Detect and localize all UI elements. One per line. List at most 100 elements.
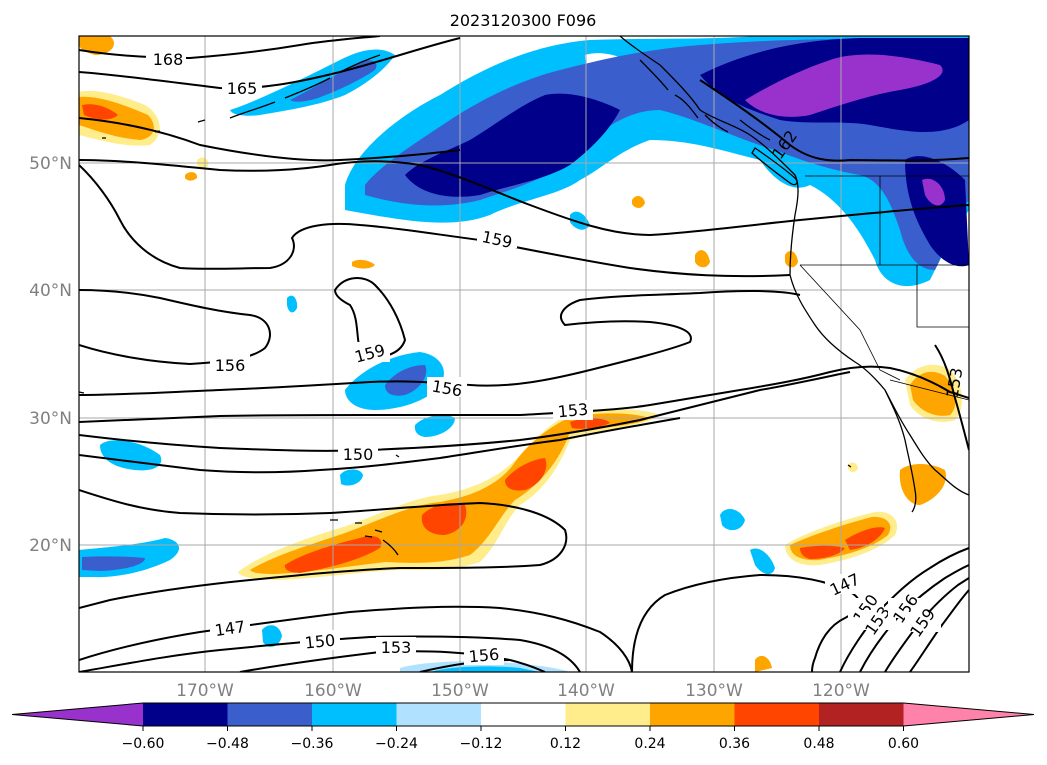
lat-label-30n: 30°N [29,409,72,429]
alaska-panhandle [639,59,771,141]
colorbar-tick-label: 0.60 [888,736,919,752]
lat-label-20n: 20°N [29,536,72,556]
contour-150 [79,371,851,452]
contour-label-156-c: 156 [468,645,500,667]
small-orange-dot-6 [755,655,772,672]
contour-150-south [79,417,681,474]
contour-153-bottom [239,650,546,672]
small-orange-dot-5 [352,259,375,269]
contour-153 [79,365,969,423]
figure-title: 2023120300 F096 [450,11,597,30]
small-blue-blob-6 [262,625,282,647]
small-blue-blob-1 [414,414,455,437]
state-border-4 [799,264,901,381]
colorbar-segment [650,703,735,726]
contour-159-east [909,589,969,672]
political-borders [799,175,969,401]
small-orange-dot-3 [785,251,798,268]
top-left-orange-blob [79,36,115,55]
graticule [79,36,969,672]
colorbar-segment [819,703,904,726]
contour-153-baja [934,344,969,451]
colorbar-segment [227,703,313,726]
map-plot-area: 168 165 159 159 156 156 153 150 147 150 … [79,36,969,672]
small-blue-blob-4 [720,508,745,531]
main-plume-red-3 [505,458,547,491]
lat-label-40n: 40°N [29,281,72,301]
small-orange-dot-1 [632,196,645,208]
longitude-labels: 170°W 160°W 150°W 140°W 130°W 120°W [176,681,870,701]
main-plume-red-2 [421,503,467,535]
lat-label-50n: 50°N [29,154,72,174]
main-plume-red-4 [570,418,610,429]
lon-label-170w: 170°W [176,681,234,701]
colorbar-tick-label: −0.48 [206,736,249,752]
hawaiian-islands [330,519,399,556]
contour-label-147-a: 147 [213,617,246,640]
lon-label-130w: 130°W [685,681,743,701]
lon-label-120w: 120°W [812,681,870,701]
colorbar-extend-min [12,703,143,726]
contour-168 [79,36,381,60]
colorbar-ticks: −0.60 −0.48 −0.36 −0.24 −0.12 0.12 0.24 0.36 0.4… [122,726,919,752]
colorbar-segment [312,703,397,726]
contour-156 [79,289,271,366]
contour-label-150-b: 150 [304,630,336,652]
positive-anomaly-shading [79,36,962,672]
latitude-labels: 50°N 40°N 30°N 20°N [29,154,72,556]
colorbar-tick-label: 0.48 [803,736,834,752]
colorbar-tick-label: 0.12 [550,736,581,752]
baja-south-orange-blob [899,464,946,505]
small-orange-dot-2 [695,250,710,268]
contour-162 [79,79,969,162]
contour-159-north [79,159,969,237]
colorbar-tick-label: −0.36 [291,736,334,752]
contour-165 [79,37,461,90]
small-blue-blob-7 [287,295,298,313]
bottom-blue-strip-core [430,666,540,672]
small-blue-blob-9 [872,211,885,229]
contour-label-156-a: 156 [215,356,246,375]
colorbar-tick-label: 0.36 [719,736,750,752]
contour-150-bottom [79,635,581,672]
main-plume-orange [250,413,650,574]
colorbar-segment [143,703,228,726]
small-orange-dot-4 [185,172,198,181]
aleutian-islands [229,37,381,119]
contour-label-165: 165 [227,79,258,98]
colorbar-segments [11,702,1035,727]
us-mexico-border [889,379,969,401]
baja-peninsula [884,389,917,513]
contour-label-168: 168 [153,50,184,69]
gulf-alaska-navy-region [405,93,620,197]
colorbar-tick-label: 0.24 [634,736,665,752]
colorbar-segment [396,703,482,726]
contour-159 [79,164,791,278]
colorbar-tick-label: −0.60 [122,736,165,752]
contour-147 [79,605,633,672]
subtropical-medblue-blob [385,365,427,396]
colorbar: −0.60 −0.48 −0.36 −0.24 −0.12 0.12 0.24 0.36 0.4… [11,702,1035,752]
small-blue-blob-3 [340,469,363,486]
canada-purple-region [745,54,943,117]
colorbar-tick-label: −0.12 [460,736,503,752]
interior-purple-region [922,178,945,206]
contour-156-main [79,289,801,396]
contour-label-153-a: 153 [557,400,589,422]
contour-label-150-a: 150 [343,445,374,464]
lon-label-150w: 150°W [431,681,489,701]
colorbar-segment [565,703,651,726]
baja-orange-blob [910,371,956,416]
lon-label-140w: 140°W [557,681,615,701]
nw-red-blob [82,104,118,120]
contour-159-closed [333,277,407,358]
east-red-blob-2 [845,527,885,550]
interior-navy-region [905,156,969,267]
map-frame [78,35,970,673]
lon-label-160w: 160°W [304,681,362,701]
small-blue-blob-5 [750,548,775,575]
hawaii-west-medblue-blob [82,556,145,571]
colorbar-segment [481,703,566,726]
contour-labels: 168 165 159 159 156 156 153 150 147 150 … [146,48,967,666]
